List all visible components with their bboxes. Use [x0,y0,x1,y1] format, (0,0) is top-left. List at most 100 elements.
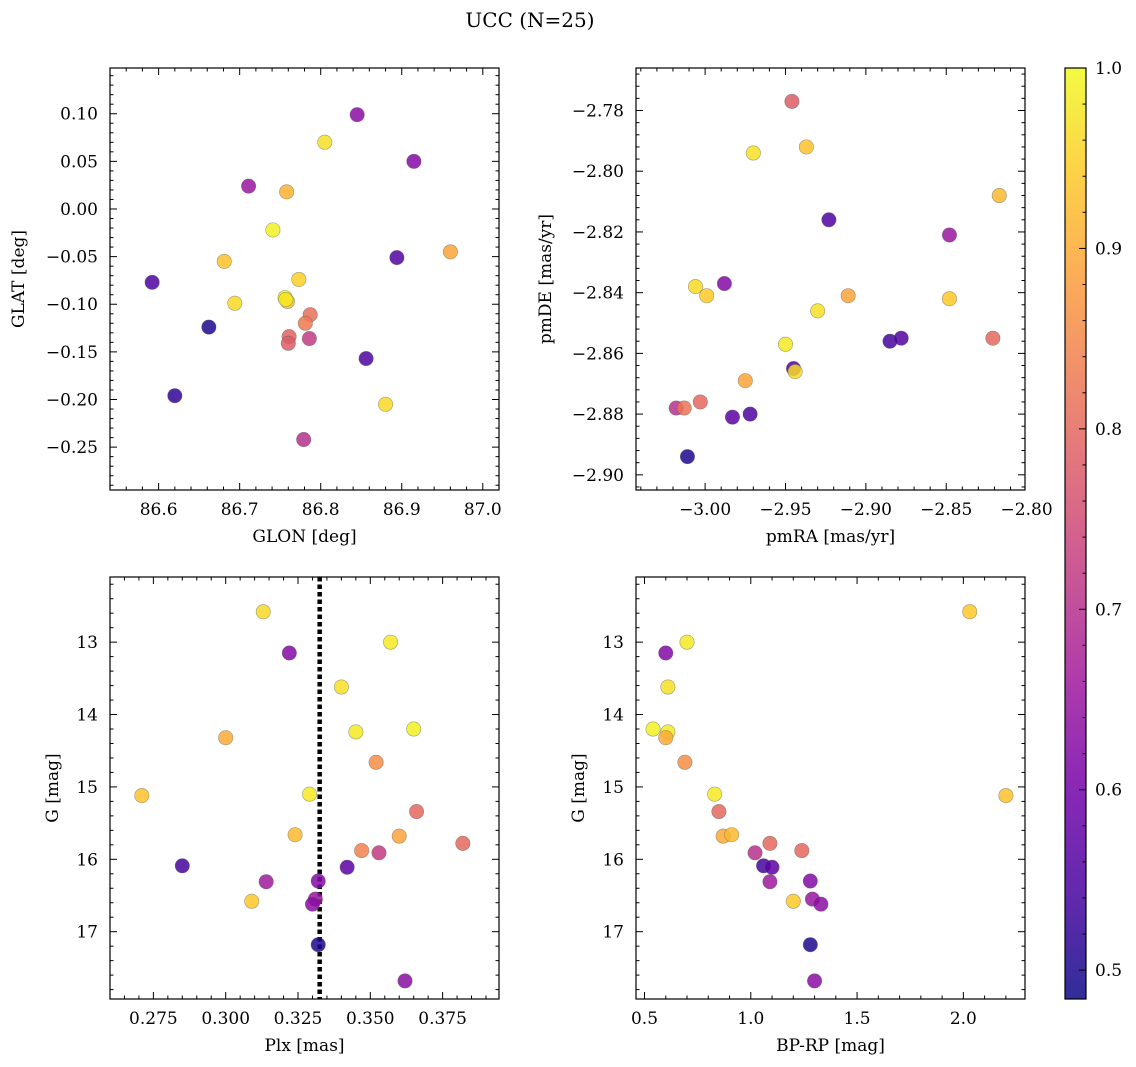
x-tick-label: −2.90 [840,500,892,520]
y-tick-label: −0.10 [46,295,98,315]
data-point [218,730,234,746]
data-point [745,145,761,161]
y-axis-label: pmDE [mas/yr] [536,214,556,344]
x-tick-label: 86.6 [140,500,178,520]
data-point [660,679,676,695]
y-tick-label: 14 [602,706,624,726]
x-tick-label: −3.00 [679,500,731,520]
data-point [371,845,387,861]
data-point [737,373,753,389]
y-tick-label: 13 [602,633,624,653]
data-point [699,288,715,304]
data-point [301,331,317,347]
data-point [241,178,257,194]
data-point [716,276,732,292]
data-point [406,721,422,737]
data-point [297,315,313,331]
x-axis-label: Plx [mas] [264,1036,344,1056]
x-tick-label: −2.80 [1001,500,1053,520]
data-point [304,896,320,912]
data-point [658,645,674,661]
figure-title: UCC (N=25) [465,8,594,32]
y-tick-label: 14 [76,706,98,726]
data-point [339,859,355,875]
panel-plx_g: 0.275 0.300 0.325 0.350 0.375 13 14 15 16 17 Plx [… [43,576,500,1056]
data-point [764,859,780,875]
data-point [406,153,422,169]
data-point [676,400,692,416]
y-tick-label: 17 [602,923,624,943]
x-axis-label: GLON [deg] [252,527,356,547]
data-point [802,873,818,889]
panels: 86.6 86.7 86.8 86.9 87.0 0.10 0.05 0.00 −0.05 −0.… [9,67,1053,1056]
x-tick-label: 0.5 [631,1009,658,1029]
y-tick-label: 16 [602,850,624,870]
data-point [813,896,829,912]
axes-frame [635,576,1026,1000]
x-tick-label: 86.8 [302,500,340,520]
data-point [278,291,294,307]
data-point [679,449,695,465]
y-tick-label: 17 [76,923,98,943]
data-point [244,893,260,909]
data-point [893,330,909,346]
y-tick-label: −0.05 [46,248,98,268]
colorbar-tick-label: 0.7 [1095,600,1122,620]
data-point [677,754,693,770]
data-point [302,786,318,802]
data-point [785,893,801,909]
y-axis-label: G [mag] [43,753,63,822]
panel-bprp_g: 0.5 1.0 1.5 2.0 13 14 15 16 17 BP-RP [mag] G [mag] [569,576,1026,1056]
y-tick-label: 0.10 [60,105,98,125]
colorbar: 0.5 0.6 0.7 0.8 0.9 1.0 [1064,59,1122,1000]
data-point [787,364,803,380]
y-tick-label: −2.82 [572,223,624,243]
x-tick-label: 0.300 [201,1009,250,1029]
x-tick-label: 1.0 [737,1009,764,1029]
data-point [201,319,217,335]
colorbar-tick-label: 0.9 [1095,239,1122,259]
y-tick-label: −0.15 [46,343,98,363]
data-point [784,93,800,109]
x-tick-label: 87.0 [464,500,502,520]
data-point [279,184,295,200]
y-axis-label: G [mag] [569,753,589,822]
data-point [810,303,826,319]
data-point [291,271,307,287]
x-tick-label: 0.275 [129,1009,178,1029]
data-point [742,406,758,422]
data-point [762,874,778,890]
y-axis-label: GLAT [deg] [9,230,29,328]
data-point [144,274,160,290]
data-point [409,804,425,820]
data-point [216,253,232,269]
data-point [265,222,281,238]
data-point [255,604,271,620]
y-tick-label: −2.84 [572,284,624,304]
y-tick-label: −0.20 [46,391,98,411]
data-point [998,788,1014,804]
data-point [802,937,818,953]
data-point [687,279,703,295]
data-point [281,645,297,661]
data-point [368,754,384,770]
data-point [962,604,978,620]
data-point [296,432,312,448]
axes-frame [635,67,1026,491]
data-point [333,679,349,695]
data-point [455,835,471,851]
data-point [397,973,413,989]
x-tick-label: −2.95 [759,500,811,520]
data-point [679,634,695,650]
y-tick-label: −2.80 [572,162,624,182]
data-point [724,827,740,843]
colorbar-tick-label: 0.5 [1095,961,1122,981]
data-point [383,634,399,650]
data-point [349,107,365,123]
y-tick-label: −0.25 [46,438,98,458]
y-tick-label: −2.86 [572,344,624,364]
data-point [645,721,661,737]
y-tick-label: 0.05 [60,152,98,172]
x-tick-label: 0.375 [418,1009,467,1029]
